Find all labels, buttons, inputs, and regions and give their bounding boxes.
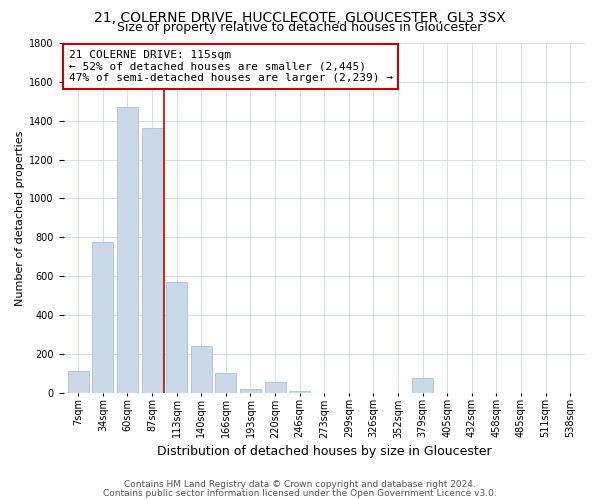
Bar [92,242,113,392]
Bar [142,128,163,392]
Bar [191,346,212,393]
Bar [412,378,433,392]
Bar [289,390,310,392]
Bar [68,372,89,392]
Text: Size of property relative to detached houses in Gloucester: Size of property relative to detached ho… [118,22,482,35]
Bar [265,382,286,392]
Text: Contains public sector information licensed under the Open Government Licence v3: Contains public sector information licen… [103,488,497,498]
Bar [240,388,261,392]
Y-axis label: Number of detached properties: Number of detached properties [15,130,25,306]
Text: 21, COLERNE DRIVE, HUCCLECOTE, GLOUCESTER, GL3 3SX: 21, COLERNE DRIVE, HUCCLECOTE, GLOUCESTE… [94,11,506,25]
X-axis label: Distribution of detached houses by size in Gloucester: Distribution of detached houses by size … [157,444,491,458]
Bar [117,107,138,393]
Text: Contains HM Land Registry data © Crown copyright and database right 2024.: Contains HM Land Registry data © Crown c… [124,480,476,489]
Bar [166,282,187,393]
Text: 21 COLERNE DRIVE: 115sqm
← 52% of detached houses are smaller (2,445)
47% of sem: 21 COLERNE DRIVE: 115sqm ← 52% of detach… [69,50,393,83]
Bar [215,373,236,392]
